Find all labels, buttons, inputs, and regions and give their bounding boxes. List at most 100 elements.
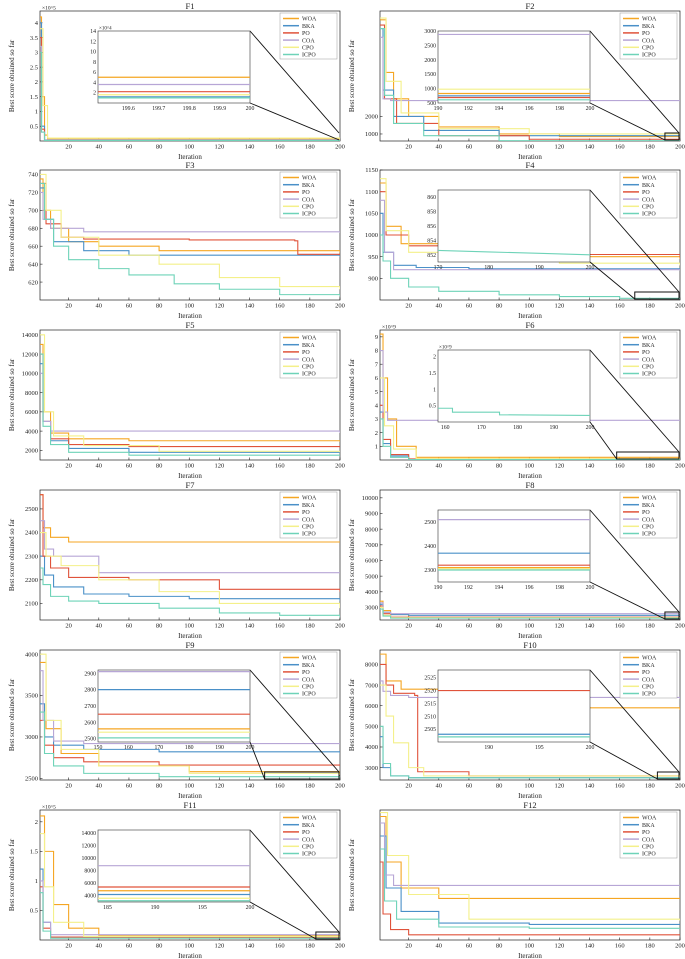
- inset-x-tick-label: 198: [555, 106, 564, 112]
- y-axis-label: Best score obtained so far: [348, 358, 356, 431]
- chart-f4: F4 20 40 60 80 100 120 140 160 180 200 900 950 1000 10…: [348, 160, 685, 320]
- series-line-coa: [40, 670, 340, 745]
- y-tick-label: 680: [28, 225, 38, 232]
- inset-y-tick-label: 10: [90, 50, 96, 56]
- x-tick-label: 60: [126, 943, 133, 950]
- axes-frame: [39, 489, 341, 621]
- chart-f10: F10 20 40 60 80 100 120 140 160 180 200 3000 4000 500…: [348, 640, 685, 800]
- series-line-icpo: [380, 848, 680, 929]
- x-tick-label: 100: [524, 623, 534, 630]
- x-tick-label: 20: [405, 943, 412, 950]
- legend-entry: CPO: [302, 845, 314, 851]
- y-tick-label: 4: [375, 402, 379, 409]
- inset-x-tick-label: 199.9: [213, 106, 226, 112]
- inset-x-tick-label: 200: [586, 265, 595, 271]
- legend-entry: PO: [302, 31, 310, 37]
- inset-y-tick-label: 2500: [424, 520, 436, 526]
- legend-entry: PO: [642, 350, 650, 356]
- x-tick-label: 140: [585, 144, 595, 151]
- series-line-bka: [380, 835, 680, 925]
- inset-x-tick-label: 190: [434, 585, 443, 591]
- zoom-region: [264, 771, 340, 780]
- inset-frame: [437, 349, 591, 423]
- inset-y-tick-label: 2500: [84, 737, 96, 743]
- legend-entry: WOA: [302, 816, 317, 822]
- x-tick-label: 20: [405, 303, 412, 310]
- legend-entry: CPO: [642, 46, 654, 52]
- inset-x-tick-label: 180: [484, 265, 493, 271]
- inset-y-tick-label: 6: [93, 70, 96, 76]
- x-tick-label: 100: [184, 943, 194, 950]
- legend-entry: ICPO: [302, 532, 316, 538]
- x-tick-label: 120: [215, 623, 225, 630]
- chart-f8: F8 20 40 60 80 100 120 140 160 180 200 3000 4000 5000…: [348, 480, 685, 640]
- legend-entry: ICPO: [642, 212, 656, 218]
- series-line-icpo: [380, 234, 680, 300]
- legend-entry: BKA: [302, 823, 315, 829]
- x-tick-label: 100: [184, 463, 194, 470]
- x-tick-label: 80: [156, 943, 163, 950]
- x-tick-label: 160: [615, 463, 625, 470]
- inset-x-tick-label: 180: [185, 745, 194, 751]
- chart-f9: F9 20 40 60 80 100 120 140 160 180 200 2500 3000 3500…: [8, 640, 345, 800]
- zoom-connector: [589, 189, 680, 293]
- legend-entry: COA: [302, 357, 315, 363]
- inset-x-tick-label: 170: [154, 745, 163, 751]
- y-tick-label: 900: [368, 276, 378, 283]
- x-tick-label: 180: [645, 303, 655, 310]
- x-tick-label: 80: [156, 303, 163, 310]
- inset-x-tick-label: 170: [434, 265, 443, 271]
- x-tick-label: 100: [184, 303, 194, 310]
- y-tick-label: 8000: [365, 662, 378, 669]
- x-axis-label: Iteration: [518, 792, 542, 800]
- series-line-coa: [40, 880, 340, 936]
- x-tick-label: 40: [96, 623, 103, 630]
- series-line-woa: [380, 815, 680, 899]
- x-tick-label: 140: [245, 943, 255, 950]
- inset-y-tick-label: 12: [90, 39, 96, 45]
- legend-entry: CPO: [302, 365, 314, 371]
- legend-entry: BKA: [642, 663, 655, 669]
- series-line-cpo: [380, 606, 680, 619]
- series-line-po: [40, 494, 340, 592]
- inset-x-tick-label: 190: [484, 745, 493, 751]
- axes-frame: [39, 10, 341, 142]
- zoom-connector: [589, 509, 680, 613]
- axes-frame: [379, 489, 681, 621]
- inset-x-tick-label: 190: [151, 905, 160, 911]
- zoom-connector: [589, 669, 680, 773]
- x-tick-label: 60: [126, 144, 133, 151]
- x-tick-label: 80: [496, 783, 503, 790]
- y-tick-label: 3000: [365, 765, 378, 772]
- inset-y-tick-label: 856: [427, 224, 436, 230]
- series-line-po: [380, 605, 680, 619]
- x-tick-label: 140: [245, 623, 255, 630]
- inset-x-tick-label: 200: [246, 106, 255, 112]
- series-line-cpo: [40, 28, 340, 141]
- x-tick-label: 120: [555, 943, 565, 950]
- y-tick-label: 6000: [365, 558, 378, 565]
- x-axis-label: Iteration: [518, 952, 542, 959]
- legend-entry: BKA: [642, 823, 655, 829]
- x-axis-label: Iteration: [518, 472, 542, 480]
- y-axis-label: Best score obtained so far: [348, 518, 356, 591]
- inset-y-tick-label: 1000: [424, 87, 436, 93]
- inset-y-tick-label: 858: [427, 210, 436, 216]
- legend-entry: PO: [642, 510, 650, 516]
- axes-frame: [379, 809, 681, 941]
- x-tick-label: 140: [585, 783, 595, 790]
- x-tick-label: 40: [436, 463, 443, 470]
- x-tick-label: 60: [126, 783, 133, 790]
- legend-entry: WOA: [642, 656, 657, 662]
- series-line-cpo: [40, 173, 340, 290]
- inset-y-tick-label: 2900: [84, 671, 96, 677]
- legend-box: [279, 491, 338, 539]
- inset-x-tick-label: 200: [246, 745, 255, 751]
- y-tick-label: 2: [375, 430, 378, 437]
- inset-y-exponent: ×10^4: [99, 27, 112, 32]
- inset-y-tick-label: 0.5: [429, 404, 436, 410]
- inset-y-tick-label: 12000: [82, 844, 97, 850]
- inset-x-tick-label: 200: [246, 905, 255, 911]
- inset-y-tick-label: 2700: [84, 704, 96, 710]
- inset-x-tick-label: 180: [513, 425, 522, 431]
